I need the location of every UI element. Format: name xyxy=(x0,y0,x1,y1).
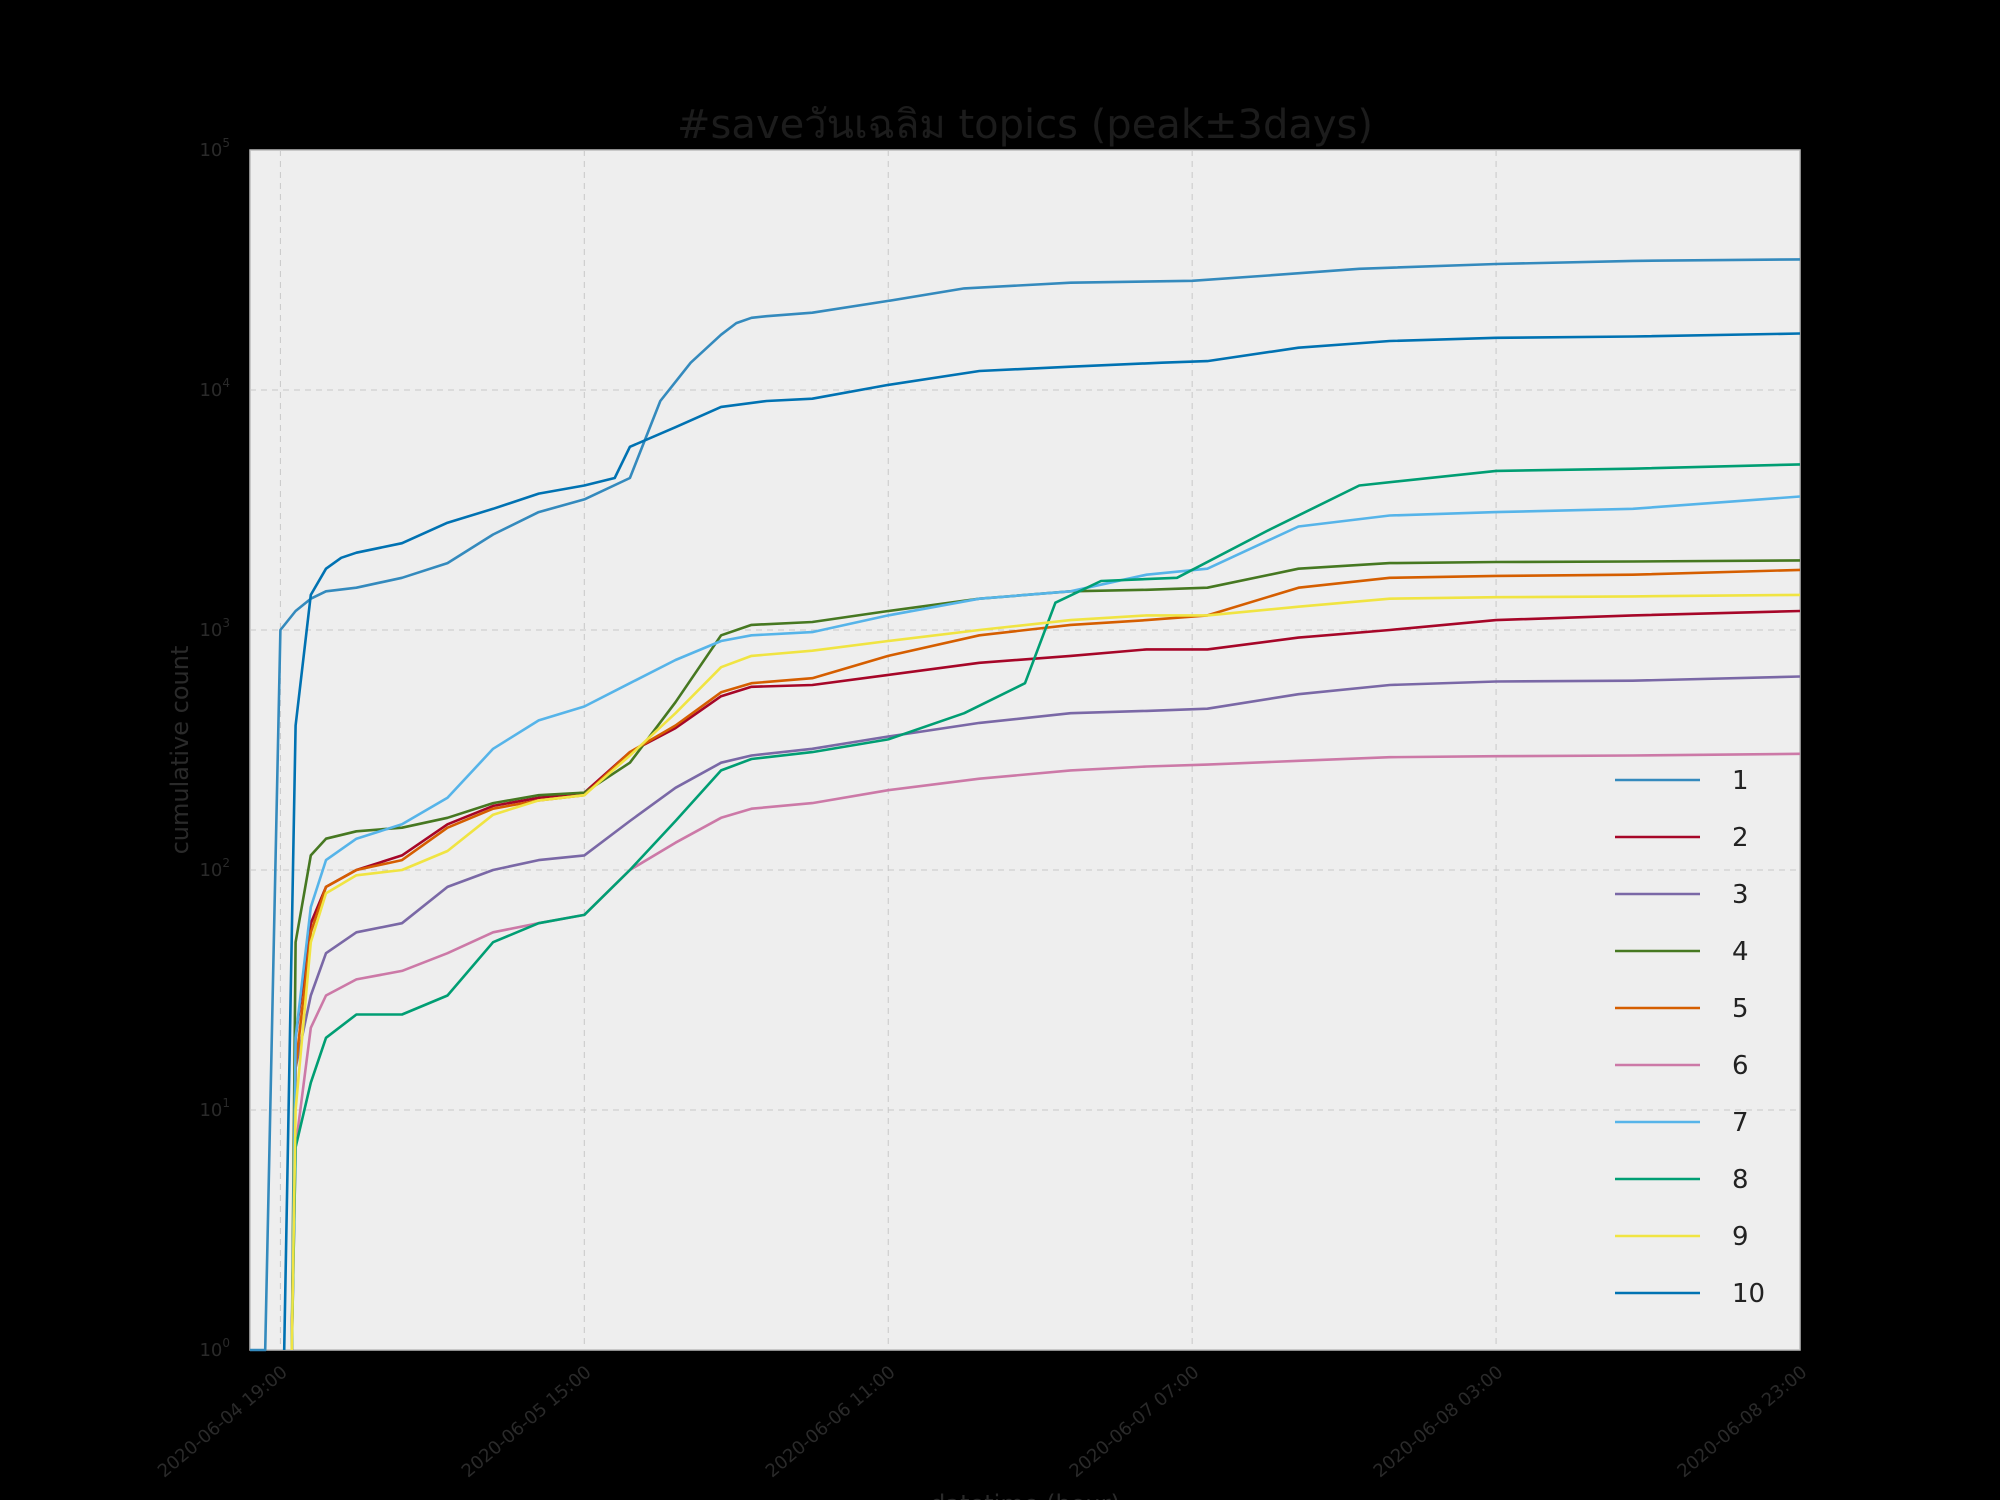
y-tick-label: 102 xyxy=(199,856,230,881)
series-line-4 xyxy=(290,559,1801,1351)
legend-label: 9 xyxy=(1732,1222,1749,1252)
legend-label: 8 xyxy=(1732,1165,1749,1195)
legend-label: 7 xyxy=(1732,1108,1749,1138)
y-axis: 100 101 102 103 104 105 xyxy=(199,136,230,1361)
legend: 1 2 3 4 5 6 7 8 9 10 xyxy=(1615,766,1765,1309)
series-line-6 xyxy=(290,752,1801,1351)
series-line-3 xyxy=(290,675,1801,1351)
series-line-5 xyxy=(290,568,1801,1351)
x-axis-label: datetime (hour) xyxy=(930,1490,1120,1500)
y-axis-label: cumulative count xyxy=(166,646,194,855)
x-tick-label: 2020-06-05 15:00 xyxy=(458,1362,596,1482)
legend-label: 6 xyxy=(1732,1051,1749,1081)
plot-area xyxy=(249,149,1801,1351)
x-tick-label: 2020-06-07 07:00 xyxy=(1066,1362,1204,1482)
x-tick-label: 2020-06-08 23:00 xyxy=(1673,1362,1811,1482)
legend-label: 3 xyxy=(1732,880,1749,910)
series-line-10 xyxy=(282,332,1801,1351)
legend-label: 10 xyxy=(1732,1279,1765,1309)
x-axis: 2020-06-04 19:00 2020-06-05 15:00 2020-06-… xyxy=(154,1362,1811,1482)
series-line-8 xyxy=(290,463,1801,1351)
series-line-1 xyxy=(250,258,1801,1352)
y-tick-label: 103 xyxy=(199,616,230,641)
legend-label: 4 xyxy=(1732,937,1749,967)
x-tick-label: 2020-06-06 11:00 xyxy=(762,1362,900,1482)
y-tick-label: 104 xyxy=(199,376,230,401)
legend-label: 1 xyxy=(1732,766,1749,796)
series-line-7 xyxy=(290,495,1801,1351)
x-tick-label: 2020-06-04 19:00 xyxy=(154,1362,292,1482)
series-layer xyxy=(250,258,1801,1352)
y-tick-label: 101 xyxy=(199,1096,230,1121)
legend-label: 5 xyxy=(1732,994,1749,1024)
grid xyxy=(250,150,1800,1350)
y-tick-label: 105 xyxy=(199,136,230,161)
series-line-9 xyxy=(290,593,1801,1351)
chart-title: #saveวันเฉลิม topics (peak±3days) xyxy=(677,102,1373,148)
x-tick-label: 2020-06-08 03:00 xyxy=(1370,1362,1508,1482)
y-tick-label: 100 xyxy=(199,1336,230,1361)
legend-label: 2 xyxy=(1732,823,1749,853)
